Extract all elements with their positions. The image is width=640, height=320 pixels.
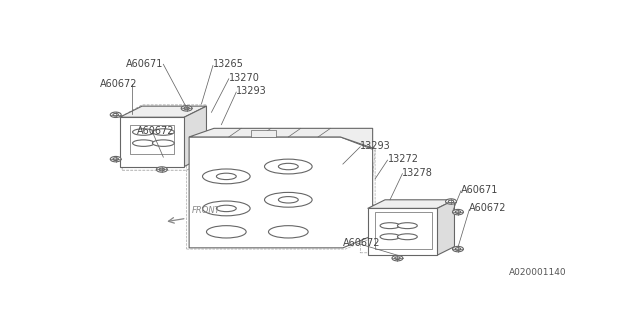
Ellipse shape [380, 223, 400, 228]
Ellipse shape [110, 156, 121, 162]
Polygon shape [189, 137, 372, 248]
Ellipse shape [452, 246, 463, 252]
Ellipse shape [397, 234, 417, 240]
Polygon shape [120, 106, 207, 117]
Ellipse shape [132, 129, 154, 135]
Ellipse shape [181, 106, 192, 111]
Text: 13272: 13272 [388, 154, 419, 164]
Polygon shape [184, 106, 207, 166]
Ellipse shape [455, 248, 461, 251]
Ellipse shape [380, 234, 400, 240]
Ellipse shape [452, 209, 463, 215]
Ellipse shape [395, 257, 400, 260]
Ellipse shape [216, 173, 236, 180]
Ellipse shape [264, 192, 312, 207]
Polygon shape [129, 124, 174, 154]
Ellipse shape [156, 167, 167, 172]
Text: A60671: A60671 [461, 185, 499, 195]
Ellipse shape [216, 205, 236, 212]
Ellipse shape [269, 226, 308, 238]
Text: A60672: A60672 [343, 238, 380, 248]
Ellipse shape [445, 199, 456, 204]
Text: A60671: A60671 [125, 59, 163, 69]
Polygon shape [189, 128, 372, 148]
Ellipse shape [113, 113, 118, 116]
Text: 13278: 13278 [403, 168, 433, 178]
Ellipse shape [159, 168, 164, 171]
Polygon shape [375, 212, 432, 249]
Ellipse shape [202, 201, 250, 216]
Ellipse shape [397, 223, 417, 228]
Text: 13293: 13293 [236, 86, 267, 96]
Ellipse shape [152, 129, 174, 135]
Ellipse shape [202, 169, 250, 184]
Text: A020001140: A020001140 [508, 268, 566, 277]
Polygon shape [437, 200, 454, 255]
Ellipse shape [184, 107, 189, 110]
Ellipse shape [264, 159, 312, 174]
Text: 13265: 13265 [213, 59, 244, 69]
Polygon shape [120, 117, 184, 166]
Ellipse shape [113, 158, 118, 161]
Ellipse shape [448, 200, 454, 203]
Ellipse shape [207, 226, 246, 238]
Text: A60672: A60672 [137, 126, 175, 136]
Ellipse shape [392, 255, 403, 261]
Polygon shape [367, 208, 437, 255]
Polygon shape [251, 130, 276, 137]
Ellipse shape [132, 140, 154, 146]
Text: FRONT: FRONT [191, 206, 220, 215]
Ellipse shape [152, 140, 174, 146]
Ellipse shape [278, 196, 298, 203]
Ellipse shape [278, 163, 298, 170]
Text: 13293: 13293 [360, 140, 391, 151]
Text: A60672: A60672 [100, 79, 138, 89]
Text: A60672: A60672 [469, 204, 507, 213]
Text: 13270: 13270 [229, 73, 260, 83]
Ellipse shape [110, 112, 121, 117]
Polygon shape [367, 200, 454, 208]
Ellipse shape [455, 211, 461, 213]
